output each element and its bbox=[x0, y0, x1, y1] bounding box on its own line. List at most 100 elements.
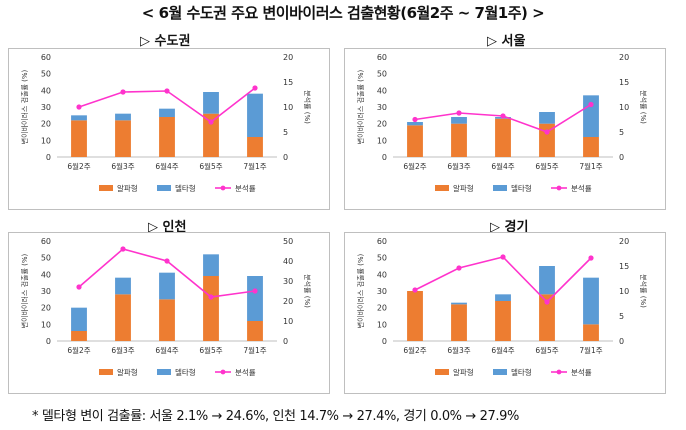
bar-alpha bbox=[451, 123, 467, 157]
bar-delta bbox=[115, 277, 131, 295]
y2-tick-label: 30 bbox=[283, 277, 293, 286]
rate-point bbox=[208, 294, 214, 300]
bar-delta bbox=[71, 307, 87, 331]
rate-point bbox=[76, 284, 82, 290]
chart-gyeonggi: 0 10 20 30 40 50 60 0 5 10 15 20 변이바이러스 검출률 (%) 분석률 (… bbox=[356, 237, 648, 377]
bar-alpha bbox=[407, 125, 423, 157]
bar-alpha bbox=[407, 291, 423, 341]
legend-label-delta: 델타형 bbox=[175, 368, 196, 377]
chart-panel-gyeonggi: 0 10 20 30 40 50 60 0 5 10 15 20 변이바이러스 검출률 (%) 분석률 (… bbox=[344, 232, 666, 394]
y2-axis-label: 분석률 (%) bbox=[303, 90, 312, 124]
y2-tick-label: 15 bbox=[283, 78, 293, 87]
bar-delta bbox=[115, 113, 131, 121]
rate-point bbox=[544, 129, 550, 135]
y-tick-label: 20 bbox=[377, 304, 387, 313]
y2-tick-label: 5 bbox=[283, 128, 288, 137]
x-tick-label: 6월3주 bbox=[111, 345, 134, 355]
y-tick-label: 0 bbox=[382, 153, 387, 162]
y2-tick-label: 0 bbox=[619, 337, 624, 346]
y2-tick-label: 50 bbox=[283, 237, 293, 246]
y-tick-label: 10 bbox=[41, 320, 51, 329]
y2-tick-label: 0 bbox=[283, 337, 288, 346]
y-axis-label: 변이바이러스 검출률 (%) bbox=[20, 253, 29, 328]
x-tick-label: 6월2주 bbox=[403, 345, 426, 355]
legend-label-rate: 분석률 bbox=[571, 183, 592, 193]
rate-point bbox=[412, 287, 418, 293]
y-tick-label: 30 bbox=[377, 103, 387, 112]
rate-point bbox=[208, 119, 214, 125]
bar-alpha bbox=[495, 118, 511, 157]
chart-incheon: 0 10 20 30 40 50 60 0 10 20 30 40 50 변이바이러스 검출률 (%) 분석… bbox=[20, 237, 312, 377]
y2-tick-label: 15 bbox=[619, 78, 629, 87]
x-tick-label: 6월5주 bbox=[199, 161, 222, 171]
y-tick-label: 30 bbox=[41, 287, 51, 296]
x-tick-label: 6월3주 bbox=[447, 161, 470, 171]
legend-label-alpha: 알파형 bbox=[117, 368, 138, 377]
bar-alpha bbox=[539, 294, 555, 341]
bar-delta bbox=[407, 122, 423, 126]
y-tick-label: 0 bbox=[382, 337, 387, 346]
x-tick-label: 6월2주 bbox=[67, 161, 90, 171]
bar-alpha bbox=[539, 123, 555, 157]
x-tick-label: 6월5주 bbox=[199, 345, 222, 355]
y-tick-label: 40 bbox=[377, 270, 387, 279]
bar-alpha bbox=[495, 301, 511, 341]
bar-alpha bbox=[159, 299, 175, 341]
legend-label-alpha: 알파형 bbox=[117, 184, 138, 193]
y-tick-label: 20 bbox=[377, 120, 387, 129]
bar-delta bbox=[451, 117, 467, 124]
legend-swatch-delta bbox=[493, 185, 507, 191]
y-tick-label: 50 bbox=[41, 70, 51, 79]
y2-tick-label: 0 bbox=[283, 153, 288, 162]
bar-alpha bbox=[203, 276, 219, 341]
x-tick-label: 6월2주 bbox=[67, 345, 90, 355]
bar-alpha bbox=[71, 120, 87, 157]
legend-label-alpha: 알파형 bbox=[453, 368, 474, 377]
panel-title-capital: ▷ 수도권 bbox=[140, 34, 191, 49]
rate-point bbox=[500, 113, 506, 119]
legend-swatch-alpha bbox=[99, 369, 113, 375]
bar-delta bbox=[203, 254, 219, 276]
y-tick-label: 40 bbox=[41, 86, 51, 95]
legend-label-rate: 분석률 bbox=[235, 183, 256, 193]
bar-alpha bbox=[583, 324, 599, 341]
bar-delta bbox=[247, 276, 263, 321]
bar-delta bbox=[539, 112, 555, 124]
bar-alpha bbox=[247, 137, 263, 157]
y-tick-label: 30 bbox=[377, 287, 387, 296]
y-tick-label: 50 bbox=[377, 254, 387, 263]
bar-delta bbox=[247, 93, 263, 137]
bar-alpha bbox=[247, 321, 263, 341]
legend-swatch-alpha bbox=[435, 369, 449, 375]
rate-point bbox=[164, 258, 170, 264]
y-tick-label: 0 bbox=[46, 153, 51, 162]
bar-delta bbox=[495, 294, 511, 301]
y2-tick-label: 20 bbox=[283, 53, 293, 62]
x-tick-label: 6월5주 bbox=[535, 345, 558, 355]
bar-delta bbox=[71, 115, 87, 121]
y2-tick-label: 5 bbox=[619, 128, 624, 137]
rate-point bbox=[456, 265, 462, 271]
chart-panel-incheon: 0 10 20 30 40 50 60 0 10 20 30 40 50 변이바이러스 검출률 (%) 분석… bbox=[8, 232, 330, 394]
legend-swatch-delta bbox=[493, 369, 507, 375]
chart-panel-capital: 0 10 20 30 40 50 60 0 5 10 15 20 변이바이러스 검출률 (%) 분석률 (… bbox=[8, 48, 330, 210]
legend-label-alpha: 알파형 bbox=[453, 184, 474, 193]
x-tick-label: 7월1주 bbox=[579, 345, 602, 355]
rate-point bbox=[588, 101, 594, 108]
legend-swatch-rate-marker bbox=[556, 185, 562, 191]
page-title: < 6월 수도권 주요 변이바이러스 검출현황(6월2주 ~ 7월1주) > bbox=[141, 4, 545, 22]
legend-label-delta: 델타형 bbox=[175, 184, 196, 193]
y-tick-label: 60 bbox=[41, 53, 51, 62]
y2-tick-label: 5 bbox=[619, 312, 624, 321]
y2-tick-label: 10 bbox=[283, 103, 293, 112]
bar-delta bbox=[159, 272, 175, 300]
x-tick-label: 6월4주 bbox=[155, 345, 178, 355]
rate-point bbox=[456, 110, 462, 116]
chart-panel-seoul: 0 10 20 30 40 50 60 0 5 10 15 20 변이바이러스 검출률 (%) 분석률 (… bbox=[344, 48, 666, 210]
y-tick-label: 50 bbox=[377, 70, 387, 79]
y-tick-label: 40 bbox=[41, 270, 51, 279]
x-tick-label: 6월2주 bbox=[403, 161, 426, 171]
bar-alpha bbox=[115, 294, 131, 341]
legend-swatch-alpha bbox=[435, 185, 449, 191]
rate-point bbox=[252, 288, 258, 294]
